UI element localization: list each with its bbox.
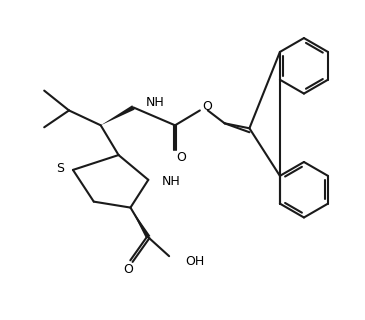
Polygon shape xyxy=(130,208,150,239)
Text: O: O xyxy=(202,100,212,113)
Text: OH: OH xyxy=(185,255,204,268)
Text: NH: NH xyxy=(162,175,181,188)
Text: NH: NH xyxy=(145,96,164,109)
Text: S: S xyxy=(56,163,64,175)
Polygon shape xyxy=(101,105,135,125)
Text: O: O xyxy=(123,262,134,276)
Text: O: O xyxy=(176,150,186,164)
